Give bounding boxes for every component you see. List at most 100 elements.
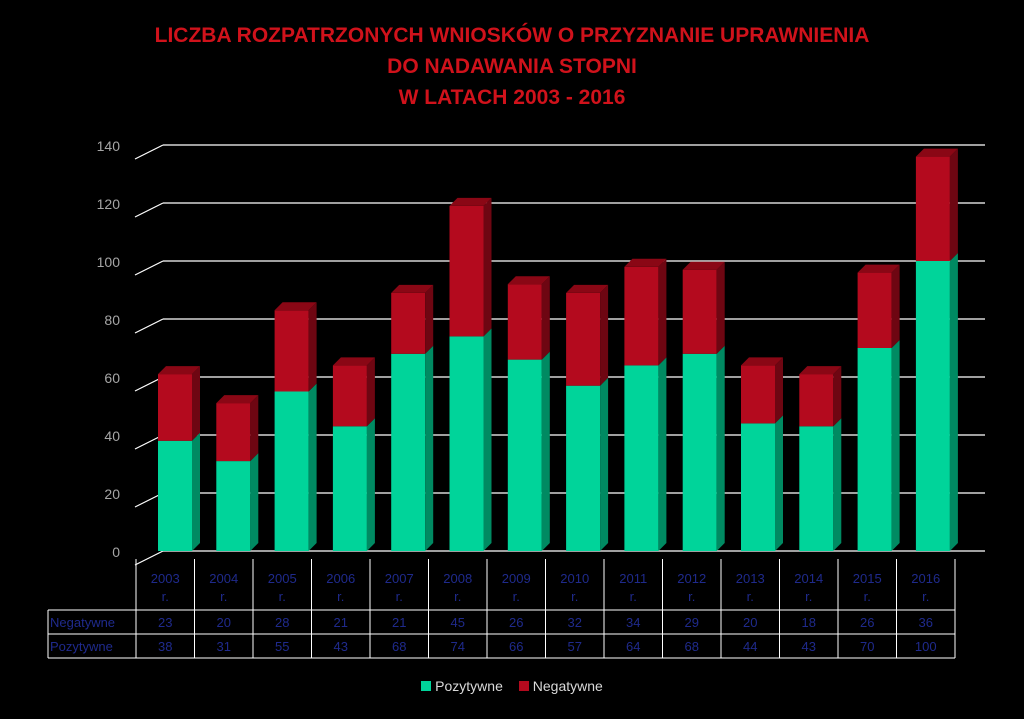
bar-negative: [332, 365, 367, 427]
bar-negative: [799, 374, 834, 427]
data-label: 31: [217, 639, 231, 654]
category-label-suffix: r.: [513, 589, 520, 604]
bar-positive-side: [949, 253, 958, 551]
data-label: 20: [217, 615, 231, 630]
bar-positive: [158, 440, 192, 551]
bar-negative-top: [682, 261, 725, 270]
legend-swatch-positive: [421, 681, 432, 691]
data-label: 70: [860, 639, 874, 654]
bar-positive-side: [250, 453, 259, 551]
data-label: 38: [158, 639, 172, 654]
category-label: 2006: [326, 571, 355, 586]
bar-positive: [915, 261, 950, 551]
bar-positive-side: [366, 418, 375, 551]
category-label-suffix: r.: [571, 589, 578, 604]
category-label: 2007: [385, 571, 414, 586]
gridline-depth: [134, 260, 164, 276]
bar-negative-top: [449, 197, 492, 206]
y-tick-label: 60: [104, 370, 120, 386]
category-label: 2012: [677, 571, 706, 586]
bar-positive-side: [308, 383, 317, 551]
bar-negative-top: [915, 148, 958, 157]
bar-positive: [332, 426, 367, 551]
data-label: 55: [275, 639, 289, 654]
bar-negative-side: [366, 357, 375, 427]
data-label: 32: [568, 615, 582, 630]
bar-negative: [915, 156, 950, 261]
bar-negative-top: [566, 284, 609, 293]
category-label: 2016: [911, 571, 940, 586]
bar-negative: [682, 269, 717, 354]
category-label-suffix: r.: [922, 589, 929, 604]
y-tick-label: 140: [97, 138, 121, 154]
data-label: 66: [509, 639, 523, 654]
category-label-suffix: r.: [279, 589, 286, 604]
gridline-depth: [134, 202, 164, 218]
bar-negative: [507, 284, 542, 360]
category-label: 2004: [209, 571, 238, 586]
category-label: 2013: [736, 571, 765, 586]
bar-positive-side: [541, 351, 550, 551]
y-tick-label: 40: [104, 428, 120, 444]
bar-negative: [158, 374, 192, 441]
bar-negative-top: [332, 357, 375, 366]
bar-negative-top: [216, 395, 259, 404]
bar-negative-side: [250, 395, 259, 462]
chart-title-line-3: W LATACH 2003 - 2016: [398, 86, 626, 109]
bar-negative: [857, 272, 892, 348]
category-label: 2005: [268, 571, 297, 586]
data-label: 44: [743, 639, 757, 654]
bar-negative-side: [716, 261, 725, 354]
y-tick-label: 80: [104, 312, 120, 328]
bar-negative: [449, 205, 484, 337]
category-label-suffix: r.: [805, 589, 812, 604]
bar-negative-side: [600, 284, 609, 386]
bar-positive: [449, 336, 484, 551]
bar-negative: [741, 365, 775, 424]
category-label: 2015: [853, 571, 882, 586]
category-label-suffix: r.: [630, 589, 637, 604]
bar-negative-side: [541, 276, 550, 360]
bar-negative-side: [425, 284, 434, 354]
y-tick-label: 20: [104, 486, 120, 502]
data-label: 45: [451, 615, 465, 630]
bar-positive: [857, 348, 892, 551]
legend-label-positive: Pozytywne: [435, 678, 503, 694]
bar-positive-side: [775, 415, 783, 551]
data-label: 21: [334, 615, 348, 630]
data-label: 23: [158, 615, 172, 630]
data-label: 29: [685, 615, 699, 630]
bar-positive-side: [425, 345, 434, 551]
data-label: 20: [743, 615, 757, 630]
bar-positive: [566, 385, 601, 551]
table-row-label: Negatywne: [50, 615, 115, 630]
chart-title-line-1: LICZBA ROZPATRZONYCH WNIOSKÓW O PRZYZNAN…: [154, 24, 870, 47]
data-label: 57: [568, 639, 582, 654]
legend-item-negative: Negatywne: [518, 678, 603, 694]
category-label: 2009: [502, 571, 531, 586]
bar-positive: [624, 365, 659, 551]
bar-negative-side: [308, 302, 317, 392]
bar-positive: [507, 359, 542, 551]
bar-positive-side: [483, 328, 492, 551]
category-label-suffix: r.: [864, 589, 871, 604]
data-label: 43: [802, 639, 816, 654]
chart-title-line-2: DO NADAWANIA STOPNI: [387, 55, 637, 78]
chart-title: LICZBA ROZPATRZONYCH WNIOSKÓW O PRZYZNAN…: [0, 20, 1024, 113]
table-row-label: Pozytywne: [50, 639, 113, 654]
data-label: 36: [919, 615, 933, 630]
data-label: 43: [334, 639, 348, 654]
bar-positive-side: [891, 340, 900, 551]
bar-negative: [216, 403, 251, 462]
bar-negative: [566, 292, 601, 386]
bar-negative-top: [507, 276, 550, 285]
category-label-suffix: r.: [396, 589, 403, 604]
bar-negative: [624, 266, 659, 366]
bar-positive: [799, 426, 834, 551]
data-label: 18: [802, 615, 816, 630]
data-label: 28: [275, 615, 289, 630]
bar-positive-side: [716, 345, 725, 551]
data-label: 68: [685, 639, 699, 654]
data-label: 68: [392, 639, 406, 654]
